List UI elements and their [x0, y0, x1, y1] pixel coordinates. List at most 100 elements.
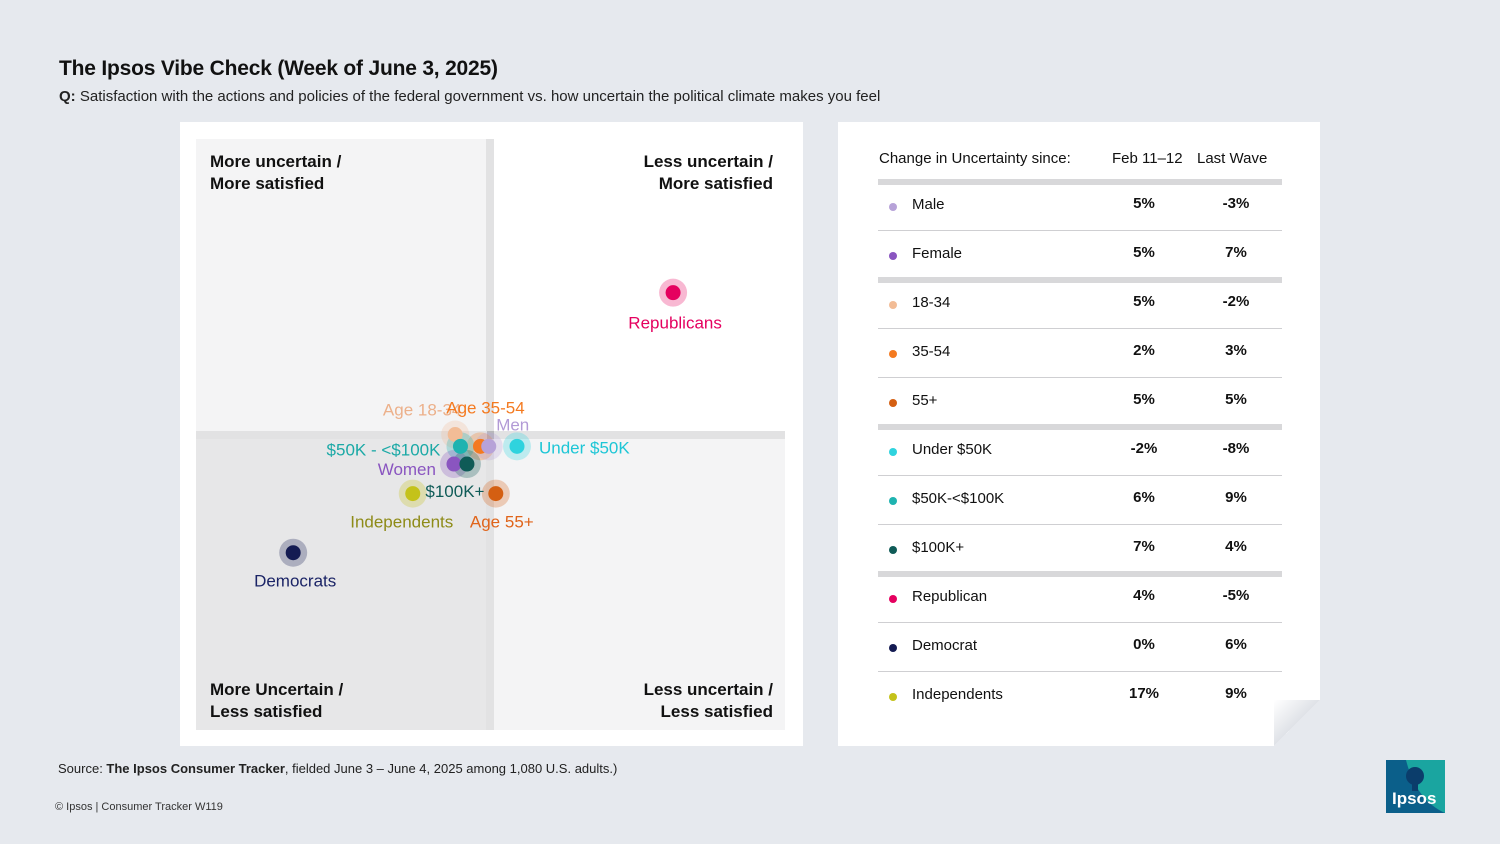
- table-cell-last-wave: 9%: [1225, 685, 1247, 702]
- table-row: $50K-<$100K 6% 9%: [878, 477, 1282, 525]
- table-cell-feb: 0%: [1133, 636, 1155, 653]
- table-cell-feb: 5%: [1133, 244, 1155, 261]
- table-row: Republican 4% -5%: [878, 575, 1282, 623]
- table-row-divider: [878, 377, 1282, 378]
- scatter-point: [509, 438, 525, 454]
- table-row-label: $50K-<$100K: [912, 490, 1005, 507]
- table-cell-feb: -2%: [1130, 440, 1158, 457]
- table-cell-last-wave: 9%: [1225, 489, 1247, 506]
- table-row-divider: [878, 622, 1282, 623]
- legend-dot-icon: [889, 595, 897, 603]
- table-header-feb: Feb 11–12: [1112, 150, 1183, 167]
- quadrant-top-left: [196, 139, 486, 438]
- legend-dot-icon: [889, 448, 897, 456]
- table-cell-feb: 6%: [1133, 489, 1155, 506]
- legend-dot-icon: [889, 693, 897, 701]
- scatter-point-label: $100K+: [425, 482, 484, 501]
- question-body: Satisfaction with the actions and polici…: [79, 88, 881, 105]
- quadrant-label-top-left: More uncertain / More satisfied: [210, 151, 341, 195]
- quadrant-chart-card: More uncertain / More satisfied Less unc…: [180, 122, 803, 746]
- scatter-point-label: Republicans: [628, 314, 722, 333]
- quadrant-label-bottom-left: More Uncertain / Less satisfied: [210, 679, 343, 723]
- quadrant-bottom-left: [196, 439, 486, 730]
- scatter-point-label: Under $50K: [539, 438, 630, 457]
- table-row: Independents 17% 9%: [878, 673, 1282, 721]
- table-cell-last-wave: -3%: [1222, 195, 1250, 212]
- scatter-point: [452, 438, 468, 454]
- scatter-point: [285, 545, 301, 561]
- ipsos-logo: Ipsos: [1386, 760, 1445, 813]
- quadrant-label-top-right: Less uncertain / More satisfied: [644, 151, 773, 195]
- table-row-divider: [878, 524, 1282, 525]
- table-row-label: $100K+: [912, 539, 965, 556]
- legend-dot-icon: [889, 399, 897, 407]
- quadrant-bottom-right: [494, 439, 785, 730]
- scatter-point-label: Women: [378, 460, 436, 479]
- table-cell-feb: 4%: [1133, 587, 1155, 604]
- scatter-point: [447, 427, 463, 442]
- table-row-label: Independents: [912, 686, 1003, 703]
- table-row-label: Democrat: [912, 637, 978, 654]
- table-row-divider: [878, 475, 1282, 476]
- quadrant-label-bottom-right: Less uncertain / Less satisfied: [644, 679, 773, 723]
- table-group-divider: [878, 277, 1282, 283]
- table-row-label: 55+: [912, 392, 938, 409]
- legend-dot-icon: [889, 301, 897, 309]
- center-marker: [487, 431, 494, 439]
- quadrant-label-line: Less uncertain /: [643, 680, 773, 699]
- quadrant-label-line: Less satisfied: [210, 702, 323, 721]
- scatter-point: [459, 456, 475, 472]
- table-row-divider: [878, 671, 1282, 672]
- table-cell-feb: 5%: [1133, 195, 1155, 212]
- table-cell-last-wave: 7%: [1225, 244, 1247, 261]
- table-row-label: Female: [912, 245, 963, 262]
- table-cell-last-wave: -8%: [1222, 440, 1250, 457]
- source-note: Source: The Ipsos Consumer Tracker, fiel…: [58, 761, 617, 776]
- source-name: The Ipsos Consumer Tracker: [106, 761, 285, 776]
- source-details: , fielded June 3 – June 4, 2025 among 1,…: [284, 761, 618, 776]
- table-header-label: Change in Uncertainty since:: [879, 150, 1071, 167]
- table-row: Male 5% -3%: [878, 183, 1282, 231]
- scatter-point-label: Independents: [350, 513, 453, 532]
- legend-dot-icon: [889, 497, 897, 505]
- page-fold-corner: [1274, 700, 1320, 746]
- table-cell-feb: 5%: [1133, 293, 1155, 310]
- table-cell-last-wave: 4%: [1225, 538, 1247, 555]
- table-row-label: 18-34: [912, 294, 951, 311]
- table-group-divider: [878, 424, 1282, 430]
- question-prefix: Q:: [59, 88, 76, 105]
- table-row-divider: [878, 230, 1282, 231]
- table-row-label: Male: [912, 196, 945, 213]
- table-row: 55+ 5% 5%: [878, 379, 1282, 427]
- scatter-point: [481, 438, 497, 454]
- legend-dot-icon: [889, 350, 897, 358]
- uncertainty-table-card: Change in Uncertainty since: Feb 11–12 L…: [838, 122, 1320, 746]
- logo-text: Ipsos: [1392, 789, 1437, 808]
- table-row: Female 5% 7%: [878, 232, 1282, 280]
- table-row-label: 35-54: [912, 343, 951, 360]
- table-group-divider: [878, 571, 1282, 577]
- table-cell-feb: 2%: [1133, 342, 1155, 359]
- table-cell-feb: 5%: [1133, 391, 1155, 408]
- scatter-point: [488, 486, 504, 502]
- scatter-point: [665, 285, 681, 301]
- ipsos-logo-mark: [1386, 760, 1445, 813]
- legend-dot-icon: [889, 546, 897, 554]
- quadrant-label-line: More uncertain /: [210, 152, 342, 171]
- scatter-point: [405, 486, 421, 502]
- table-row-label: Republican: [912, 588, 988, 605]
- scatter-point-label: Age 35-54: [446, 398, 524, 417]
- legend-dot-icon: [889, 644, 897, 652]
- scatter-point: [446, 456, 462, 472]
- quadrant-top-right: [494, 139, 785, 438]
- question-text: Q: Satisfaction with the actions and pol…: [59, 88, 880, 105]
- page-title: The Ipsos Vibe Check (Week of June 3, 20…: [59, 57, 498, 80]
- quadrant-label-line: Less uncertain /: [643, 152, 773, 171]
- quadrant-label-line: More satisfied: [210, 174, 325, 193]
- table-row-divider: [878, 328, 1282, 329]
- table-row: 35-54 2% 3%: [878, 330, 1282, 378]
- table-row: $100K+ 7% 4%: [878, 526, 1282, 574]
- table-row: Democrat 0% 6%: [878, 624, 1282, 672]
- table-cell-feb: 7%: [1133, 538, 1155, 555]
- legend-dot-icon: [889, 252, 897, 260]
